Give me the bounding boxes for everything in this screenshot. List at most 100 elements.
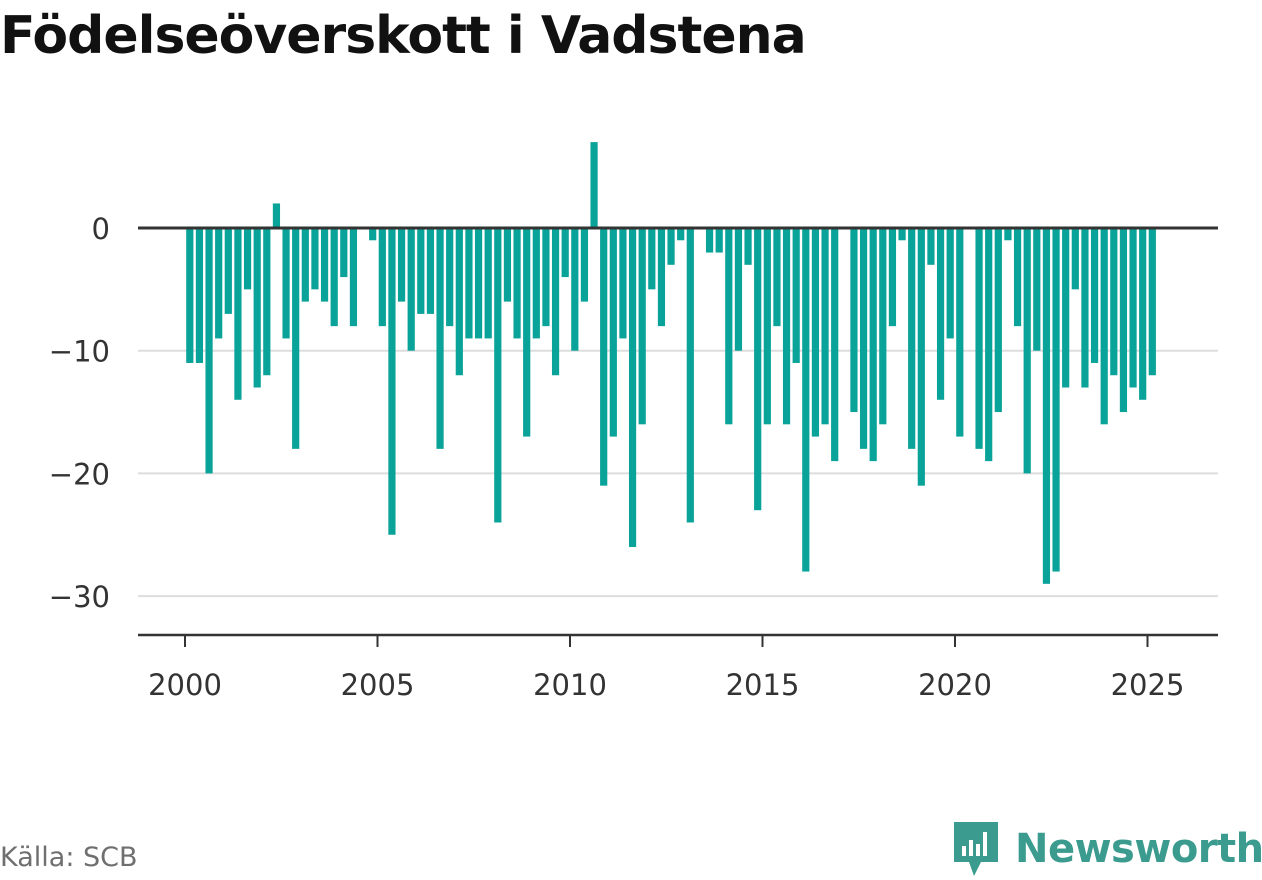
bar: [657, 228, 666, 327]
bar: [715, 228, 723, 253]
bar: [1129, 228, 1137, 388]
bar: [272, 203, 281, 228]
bar: [186, 228, 194, 363]
x-tick-label: 2000: [148, 668, 222, 702]
bar: [484, 228, 492, 339]
bar: [1090, 228, 1099, 363]
bar: [455, 228, 463, 376]
bar: [908, 228, 916, 449]
bar: [503, 228, 512, 302]
bar: [744, 228, 752, 265]
bar: [1052, 228, 1060, 572]
bar: [513, 228, 521, 339]
bar: [1119, 228, 1128, 413]
bar: [898, 228, 906, 241]
bar: [590, 142, 598, 228]
bar: [320, 228, 329, 302]
bar: [1004, 228, 1012, 241]
bar: [1071, 228, 1079, 290]
bar: [831, 228, 839, 462]
bar: [195, 228, 204, 363]
bar: [292, 228, 300, 449]
newsworthy-logo-icon: [954, 822, 998, 876]
bar: [1013, 228, 1022, 327]
bar: [667, 228, 675, 265]
brand-logo[interactable]: Newsworthy: [951, 818, 1262, 880]
bar: [638, 228, 646, 425]
bar: [985, 228, 993, 462]
bar: [763, 228, 771, 425]
bar: [571, 228, 579, 351]
bar: [234, 228, 242, 400]
bar: [821, 228, 829, 425]
bar: [811, 228, 820, 437]
x-tick-label: 2015: [726, 668, 800, 702]
y-tick-label: −30: [49, 580, 110, 614]
bar: [282, 228, 290, 339]
bar: [253, 228, 261, 388]
x-tick-label: 2025: [1111, 668, 1185, 702]
bar: [340, 228, 348, 278]
bars: [186, 142, 1156, 584]
bar: [792, 228, 800, 363]
bar: [705, 228, 714, 253]
bar: [205, 228, 213, 474]
bar: [561, 228, 569, 278]
bar: [1033, 228, 1041, 351]
x-tick-label: 2020: [918, 668, 992, 702]
bar: [619, 228, 627, 339]
bar: [936, 228, 945, 400]
bar: [975, 228, 983, 449]
bar: [224, 228, 232, 314]
bar: [917, 228, 925, 486]
bar: [301, 228, 309, 302]
bar: [311, 228, 319, 290]
bar: [1110, 228, 1118, 376]
bar: [782, 228, 791, 425]
bar: [446, 228, 454, 327]
bar: [1062, 228, 1070, 388]
bar: [628, 228, 637, 548]
bar: [465, 228, 473, 339]
bar: [888, 228, 897, 327]
bar: [542, 228, 550, 327]
bar: [773, 228, 781, 327]
bar: [378, 228, 386, 327]
bar: [1023, 228, 1031, 474]
chart-title: Födelseöverskott i Vadstena: [0, 6, 807, 66]
bar: [417, 228, 425, 314]
y-tick-label: 0: [92, 212, 110, 246]
x-tick-label: 2005: [341, 668, 415, 702]
bar: [850, 228, 858, 413]
bar: [859, 228, 868, 449]
bar: [648, 228, 656, 290]
bar: [407, 228, 415, 351]
y-tick-label: −10: [49, 335, 110, 369]
bar: [494, 228, 502, 523]
source-note: Källa: SCB: [0, 842, 138, 873]
x-tick-label: 2010: [533, 668, 607, 702]
bar: [369, 228, 377, 241]
bar: [994, 228, 1002, 413]
bar: [397, 228, 406, 302]
bar: [677, 228, 685, 241]
bar: [946, 228, 954, 339]
y-tick-label: −20: [49, 457, 110, 491]
bar: [600, 228, 608, 486]
bar: [1148, 228, 1156, 376]
bar: [956, 228, 964, 437]
bar: [580, 228, 589, 302]
bar: [243, 228, 252, 290]
bar: [1100, 228, 1108, 425]
bar: [349, 228, 358, 327]
bar: [1139, 228, 1147, 400]
bar: [1042, 228, 1051, 584]
bar: [263, 228, 271, 376]
bar: [436, 228, 444, 449]
bar: [609, 228, 617, 437]
bar: [879, 228, 887, 425]
axes: [138, 226, 1218, 647]
bar: [532, 228, 540, 339]
bar: [802, 228, 810, 572]
